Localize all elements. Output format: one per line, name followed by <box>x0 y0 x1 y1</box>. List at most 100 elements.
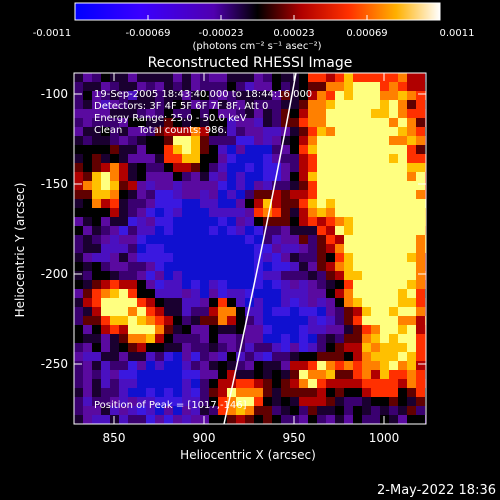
image-pixel <box>326 379 336 389</box>
image-pixel <box>146 163 156 173</box>
image-pixel <box>92 424 102 434</box>
image-pixel <box>290 154 300 164</box>
image-pixel <box>182 199 192 209</box>
image-pixel <box>155 127 165 137</box>
image-pixel <box>236 226 246 236</box>
image-pixel <box>110 235 120 245</box>
image-pixel <box>110 379 120 389</box>
image-pixel <box>416 325 426 335</box>
image-pixel <box>353 163 363 173</box>
image-pixel <box>137 280 147 290</box>
image-pixel <box>200 235 210 245</box>
image-pixel <box>398 109 408 119</box>
image-pixel <box>335 82 345 92</box>
image-pixel <box>326 316 336 326</box>
image-pixel <box>371 298 381 308</box>
image-pixel <box>272 145 282 155</box>
image-pixel <box>182 262 192 272</box>
image-pixel <box>245 109 255 119</box>
image-pixel <box>344 370 354 380</box>
image-pixel <box>92 397 102 407</box>
image-pixel <box>416 415 426 424</box>
image-pixel <box>164 253 174 263</box>
image-pixel <box>173 199 183 209</box>
image-pixel <box>236 289 246 299</box>
image-pixel <box>182 415 192 424</box>
image-pixel <box>281 91 291 101</box>
image-pixel <box>173 172 183 182</box>
image-pixel <box>209 343 219 353</box>
image-pixel <box>74 118 84 128</box>
image-pixel <box>110 172 120 182</box>
image-pixel <box>407 217 417 227</box>
image-pixel <box>398 352 408 362</box>
image-pixel <box>416 289 426 299</box>
image-pixel <box>407 235 417 245</box>
image-pixel <box>182 145 192 155</box>
image-pixel <box>371 172 381 182</box>
image-pixel <box>371 145 381 155</box>
image-pixel <box>344 280 354 290</box>
image-pixel <box>200 208 210 218</box>
image-pixel <box>326 424 336 434</box>
image-pixel <box>191 190 201 200</box>
image-pixel <box>200 217 210 227</box>
image-pixel <box>209 280 219 290</box>
image-pixel <box>191 271 201 281</box>
image-pixel <box>326 253 336 263</box>
image-pixel <box>272 316 282 326</box>
image-pixel <box>254 397 264 407</box>
image-pixel <box>272 91 282 101</box>
image-pixel <box>389 199 399 209</box>
image-pixel <box>182 379 192 389</box>
image-pixel <box>119 271 129 281</box>
image-pixel <box>236 82 246 92</box>
image-pixel <box>236 109 246 119</box>
image-pixel <box>326 127 336 137</box>
image-pixel <box>182 325 192 335</box>
image-pixel <box>407 262 417 272</box>
image-pixel <box>236 73 246 83</box>
image-pixel <box>92 118 102 128</box>
image-pixel <box>281 190 291 200</box>
image-pixel <box>263 244 273 254</box>
image-pixel <box>191 397 201 407</box>
image-pixel <box>119 244 129 254</box>
image-pixel <box>200 289 210 299</box>
image-pixel <box>263 415 273 424</box>
image-pixel <box>182 370 192 380</box>
image-pixel <box>236 181 246 191</box>
image-pixel <box>245 82 255 92</box>
image-pixel <box>290 352 300 362</box>
image-pixel <box>119 262 129 272</box>
image-pixel <box>254 334 264 344</box>
image-pixel <box>380 253 390 263</box>
image-pixel <box>173 163 183 173</box>
image-pixel <box>209 370 219 380</box>
image-pixel <box>209 325 219 335</box>
image-pixel <box>164 226 174 236</box>
image-pixel <box>227 109 237 119</box>
image-pixel <box>344 118 354 128</box>
image-pixel <box>146 136 156 146</box>
image-pixel <box>281 100 291 110</box>
image-pixel <box>371 316 381 326</box>
image-pixel <box>110 145 120 155</box>
image-pixel <box>362 181 372 191</box>
image-pixel <box>362 82 372 92</box>
image-pixel <box>353 91 363 101</box>
image-pixel <box>128 424 138 434</box>
image-pixel <box>227 379 237 389</box>
y-tick-label: -150 <box>41 177 68 191</box>
image-pixel <box>137 154 147 164</box>
image-pixel <box>299 280 309 290</box>
image-pixel <box>272 280 282 290</box>
image-pixel <box>263 379 273 389</box>
image-pixel <box>128 406 138 416</box>
image-pixel <box>281 199 291 209</box>
image-pixel <box>191 109 201 119</box>
image-pixel <box>371 280 381 290</box>
image-pixel <box>227 100 237 110</box>
image-pixel <box>299 379 309 389</box>
image-pixel <box>389 343 399 353</box>
